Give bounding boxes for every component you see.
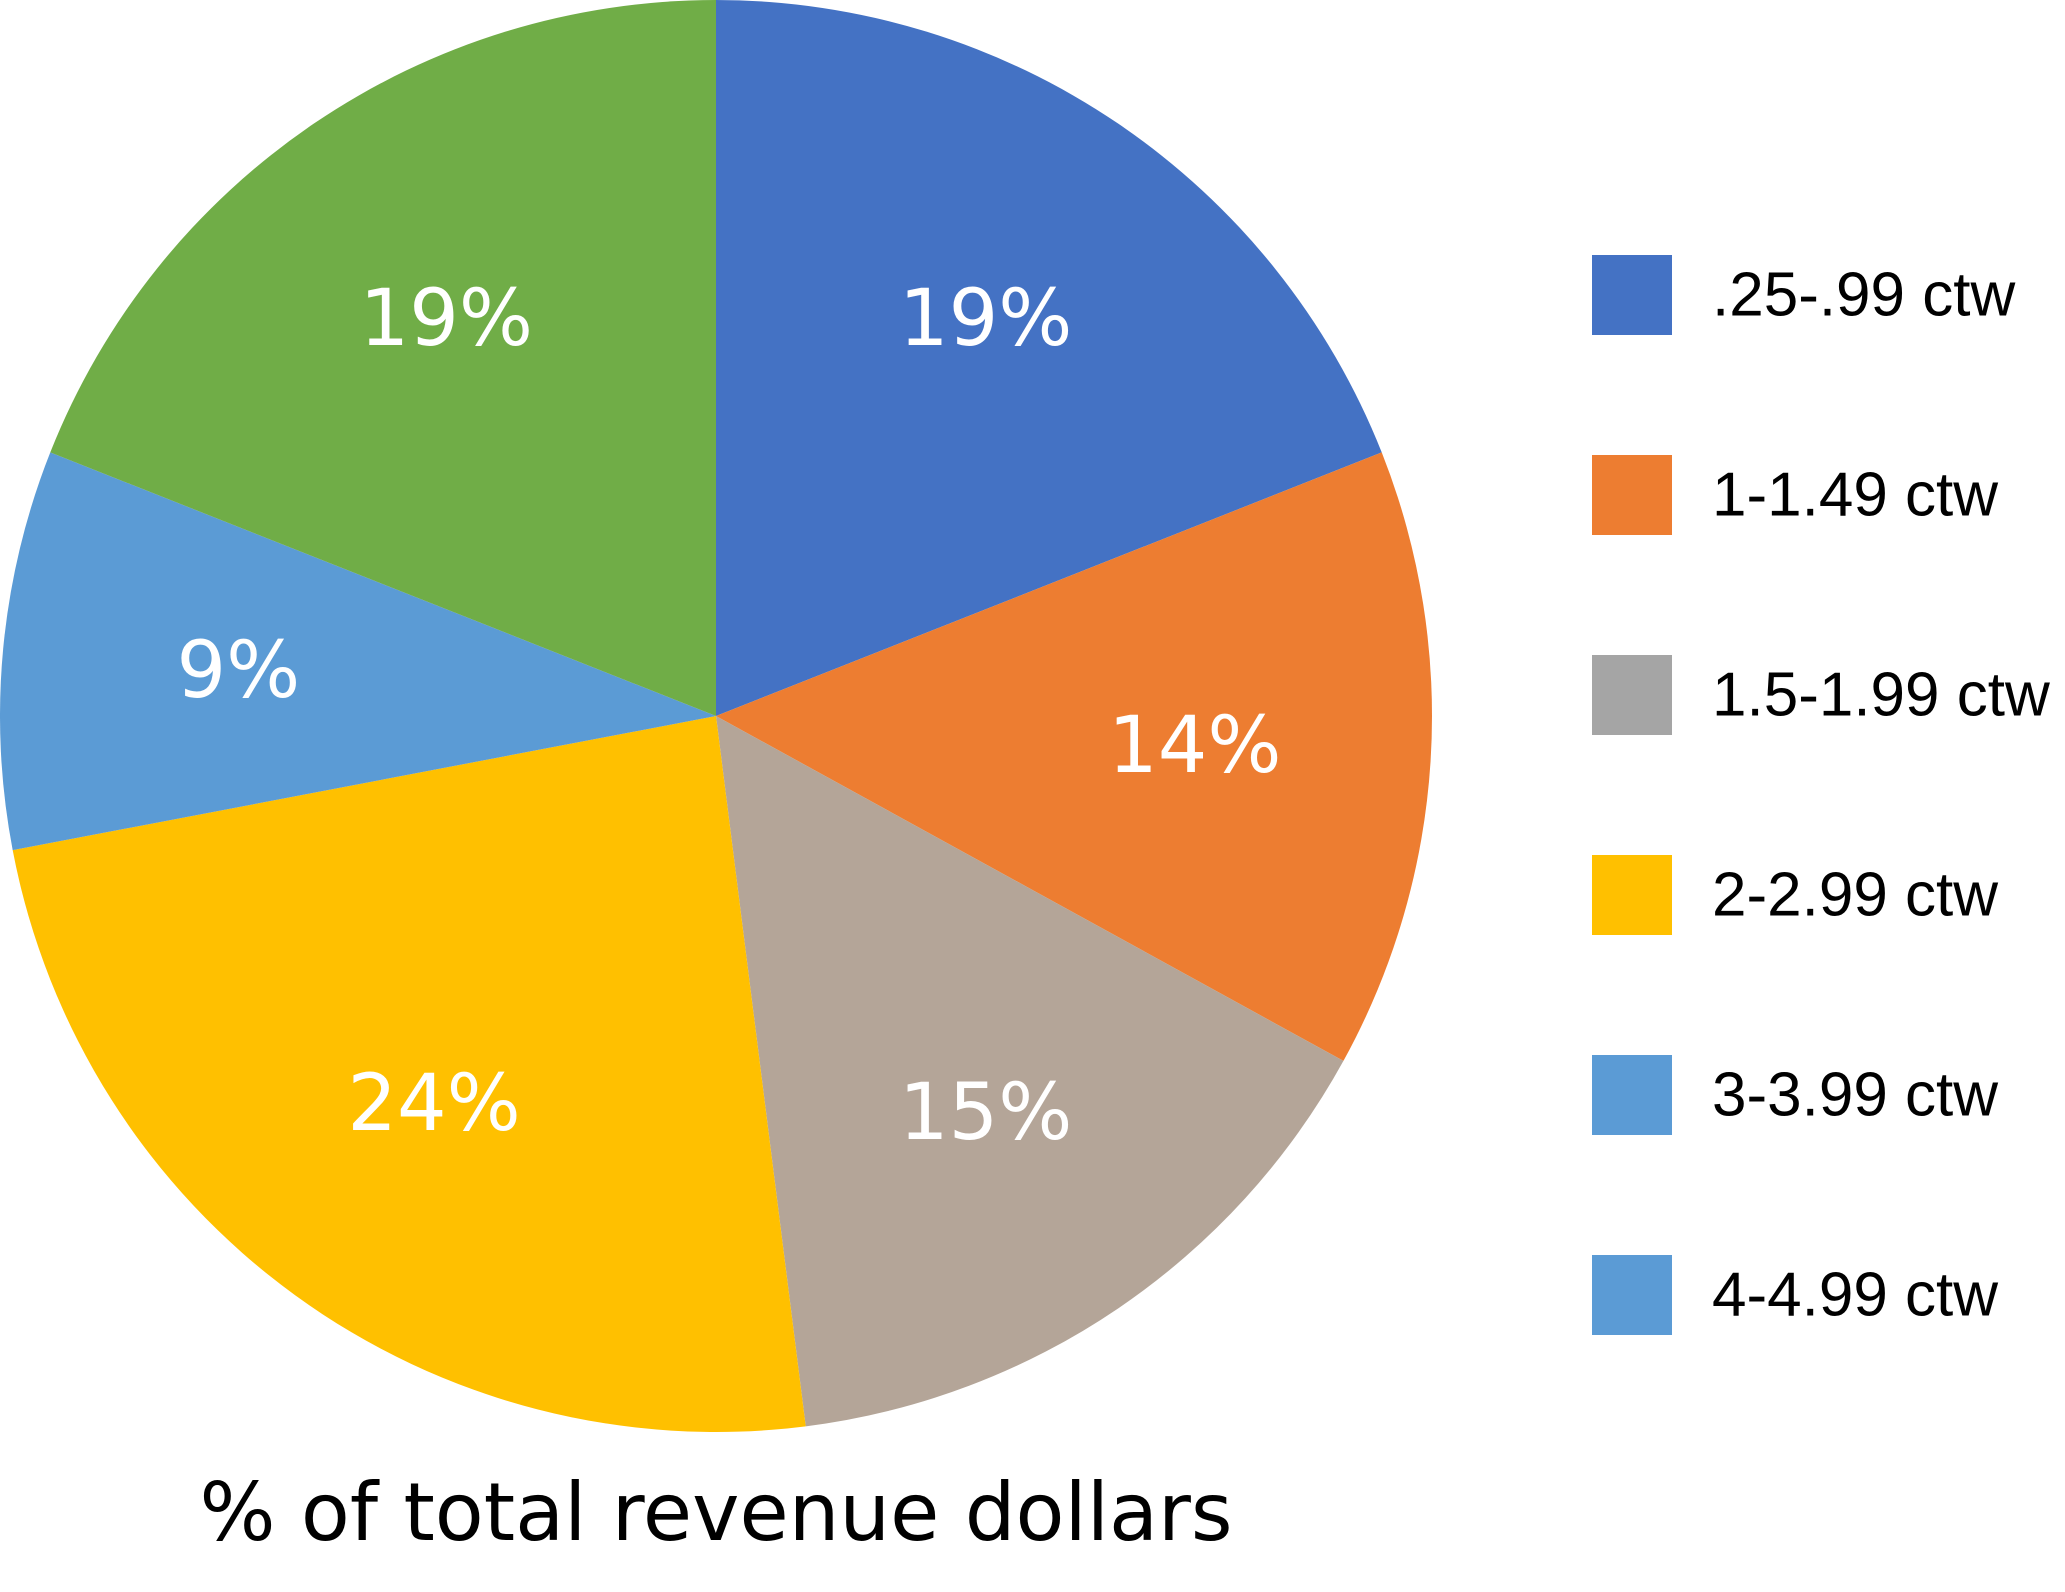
slice-data-label-4: 24% <box>347 1059 520 1149</box>
legend-label-4: 2-2.99 ctw <box>1712 861 1998 930</box>
pie-slice-1 <box>716 0 1382 716</box>
pie-slices <box>0 0 1432 1432</box>
slice-data-label-6: 19% <box>360 274 533 364</box>
pie-slice-labels: 19% 14% 15% 24% 9% 19% <box>177 274 1282 1158</box>
legend-label-5: 3-3.99 ctw <box>1712 1061 1998 1130</box>
slice-data-label-1: 19% <box>899 274 1072 364</box>
legend-label-1: .25-.99 ctw <box>1712 261 2015 330</box>
legend-label-6: 4-4.99 ctw <box>1712 1261 1998 1330</box>
pie-slice-3 <box>716 716 1344 1427</box>
slice-data-label-5: 9% <box>177 626 301 716</box>
legend-swatch-2 <box>1592 455 1672 535</box>
legend-swatch-3 <box>1592 655 1672 735</box>
chart-caption: % of total revenue dollars <box>199 1466 1232 1559</box>
legend-swatch-5 <box>1592 1055 1672 1135</box>
pie-slice-5 <box>0 452 716 851</box>
pie-slice-6 <box>50 0 717 716</box>
slice-data-label-2: 14% <box>1108 701 1281 791</box>
pie-slice-4 <box>12 716 806 1432</box>
legend: .25-.99 ctw 1-1.49 ctw 1.5-1.99 ctw 2-2.99 … <box>1592 255 2050 1335</box>
legend-label-2: 1-1.49 ctw <box>1712 461 1998 530</box>
legend-swatch-1 <box>1592 255 1672 335</box>
legend-swatch-6 <box>1592 1255 1672 1335</box>
pie-slice-2 <box>716 452 1432 1061</box>
slice-data-label-3: 15% <box>899 1068 1072 1158</box>
legend-swatch-4 <box>1592 855 1672 935</box>
legend-label-3: 1.5-1.99 ctw <box>1712 661 2050 730</box>
